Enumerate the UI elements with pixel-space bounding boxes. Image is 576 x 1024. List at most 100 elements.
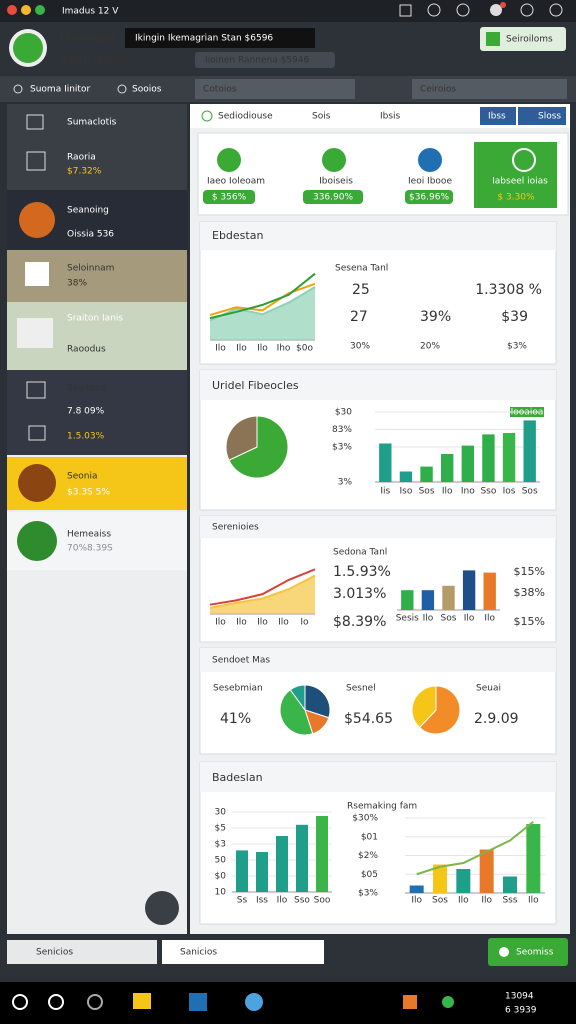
- sidebar-item[interactable]: [7, 104, 187, 140]
- icon[interactable]: [399, 4, 412, 17]
- kpi-label: Iaeo Ioleoam: [207, 177, 265, 187]
- sidebar-value: 1.5.03%: [67, 432, 105, 442]
- x-tick-label: Ilo: [257, 618, 268, 628]
- fab[interactable]: [145, 891, 179, 925]
- nav-button[interactable]: [480, 107, 516, 125]
- stats-title: Sedona Tanl: [333, 548, 387, 558]
- y-tick-label: $01: [361, 832, 378, 842]
- bar: [256, 852, 268, 892]
- y-tick-label: $30%: [352, 814, 378, 824]
- x-tick-label: Iis: [380, 487, 390, 497]
- area: [210, 575, 315, 614]
- sidebar-item[interactable]: [7, 370, 187, 455]
- window-title: Imadus 12 V: [62, 7, 119, 17]
- sidebar-title: Seonia: [67, 472, 97, 482]
- sidebar-value: 38%: [67, 279, 87, 289]
- nav-tab[interactable]: Ibsis: [380, 112, 401, 122]
- stat: $15%: [514, 615, 545, 628]
- y-tick-label: $3%: [358, 889, 378, 899]
- header-button[interactable]: [480, 27, 566, 51]
- task-icon[interactable]: [245, 993, 263, 1011]
- icon[interactable]: [456, 3, 470, 17]
- panel-title: Uridel Fibeocles: [212, 379, 299, 392]
- task-icon[interactable]: [189, 993, 207, 1011]
- pie-slice: [225, 415, 258, 461]
- bar: [462, 570, 476, 610]
- pie-label: Seuai: [476, 684, 501, 694]
- x-tick-label: Sso: [480, 487, 496, 497]
- nav-button[interactable]: [518, 107, 566, 125]
- sidebar-item[interactable]: [7, 140, 187, 190]
- x-tick-label: Io: [300, 618, 309, 628]
- x-tick-label: Ss: [237, 896, 248, 906]
- kpi-icon: [322, 148, 346, 172]
- stats-title: Sesena Tanl: [335, 264, 388, 274]
- x-tick-label: Ilo: [481, 896, 492, 906]
- line: [416, 820, 534, 876]
- footer-input-text: Senicios: [36, 948, 73, 958]
- search-text: Ikingin Ikemagrian Stan $6596: [135, 34, 273, 44]
- bar: [379, 443, 392, 482]
- stat: 3.013%: [333, 586, 386, 602]
- icon: [17, 521, 57, 561]
- bar: [316, 816, 328, 892]
- nav-tab[interactable]: Sediodiouse: [218, 112, 273, 122]
- sidebar-value: 70%8.39S: [67, 544, 113, 554]
- app-name: Ikemagia: [60, 31, 117, 44]
- bar: [503, 876, 517, 893]
- toolbar-right[interactable]: Sooios: [132, 85, 162, 95]
- icon: [17, 318, 53, 348]
- bar: [456, 869, 471, 893]
- sidebar-title: Raoria: [67, 153, 96, 163]
- stat: $3%: [507, 342, 527, 352]
- kpi-pill: [303, 190, 363, 204]
- kpi-icon: [512, 148, 536, 172]
- toolbar-left[interactable]: Suoma Iinitor: [30, 85, 90, 95]
- logo-inner: [13, 33, 43, 63]
- task-icon[interactable]: [12, 994, 28, 1010]
- sub-text: Iioinen Rannena $5946: [205, 56, 309, 66]
- y-tick-label: 10: [215, 888, 227, 898]
- footer-button[interactable]: [488, 938, 568, 966]
- select[interactable]: [412, 79, 567, 99]
- area: [210, 286, 315, 340]
- bar: [502, 433, 516, 482]
- icon: [26, 381, 46, 399]
- tray-icon[interactable]: [442, 996, 454, 1008]
- panel-header: [200, 222, 556, 250]
- pie-label: Sesnel: [346, 684, 376, 694]
- min-dot[interactable]: [21, 5, 31, 15]
- icon[interactable]: [490, 4, 502, 16]
- search-box[interactable]: [125, 28, 315, 48]
- x-tick-label: Iso: [400, 487, 413, 497]
- max-dot[interactable]: [35, 5, 45, 15]
- x-tick-label: Ilo: [423, 614, 434, 624]
- task-icon[interactable]: [48, 994, 64, 1010]
- task-icon[interactable]: [133, 993, 151, 1009]
- button-icon: [486, 32, 500, 46]
- tray-icon[interactable]: [403, 995, 417, 1009]
- stat: 25: [352, 282, 370, 298]
- chart-title: Rsemaking fam: [347, 802, 417, 812]
- panel-title: Serenioies: [212, 523, 259, 533]
- icon[interactable]: [427, 3, 441, 17]
- icon[interactable]: [520, 3, 534, 17]
- select[interactable]: [195, 79, 355, 99]
- task-icon[interactable]: [87, 994, 103, 1010]
- footer-input[interactable]: [7, 940, 157, 964]
- bar: [421, 590, 435, 610]
- icon: [25, 262, 49, 286]
- pie-slice: [411, 685, 437, 729]
- close-dot[interactable]: [7, 5, 17, 15]
- pie-label: Sesebmian: [213, 684, 263, 694]
- panel-header: [200, 648, 556, 672]
- line: [209, 272, 316, 320]
- x-tick-label: Ilo: [464, 614, 475, 624]
- footer-search[interactable]: [162, 940, 324, 964]
- icon: [26, 114, 44, 130]
- x-tick-label: Sesis: [396, 614, 419, 624]
- nav-tab[interactable]: Sois: [312, 112, 331, 122]
- sidebar-value: Raoodus: [67, 345, 106, 355]
- icon[interactable]: [549, 3, 563, 17]
